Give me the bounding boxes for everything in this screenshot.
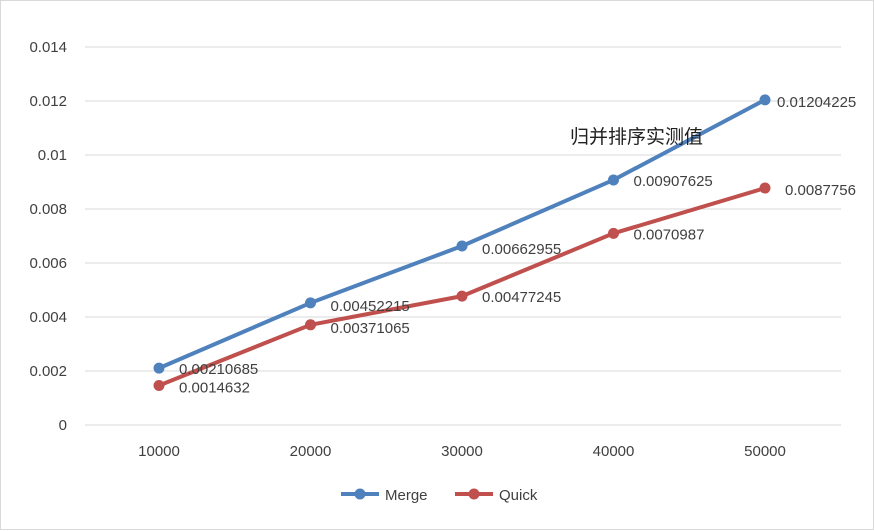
series-lines: [153, 94, 771, 391]
data-label-quick: 0.00371065: [331, 320, 410, 337]
y-tick-label: 0.006: [29, 255, 67, 272]
legend-item-merge[interactable]: Merge: [341, 487, 428, 504]
data-label-quick: 0.0014632: [179, 379, 250, 396]
y-tick-label: 0.004: [29, 309, 67, 326]
y-tick-label: 0.01: [38, 147, 67, 164]
x-tick-label: 20000: [290, 443, 332, 460]
y-tick-label: 0.014: [29, 39, 67, 56]
legend-label: Quick: [499, 487, 538, 504]
data-label-merge: 0.00662955: [482, 241, 561, 258]
y-tick-label: 0: [59, 417, 67, 434]
data-label-quick: 0.0070987: [634, 226, 705, 243]
data-label-merge: 0.00907625: [634, 173, 713, 190]
data-label-quick: 0.00477245: [482, 289, 561, 306]
data-point-quick: [608, 227, 619, 239]
data-label-merge: 0.00452215: [331, 298, 410, 315]
y-tick-label: 0.012: [29, 93, 67, 110]
series-line-quick: [157, 186, 767, 388]
data-point-quick: [759, 182, 771, 194]
y-tick-label: 0.002: [29, 363, 67, 380]
x-tick-label: 10000: [138, 443, 180, 460]
data-label-merge: 0.00210685: [179, 361, 258, 378]
y-tick-label: 0.008: [29, 201, 67, 218]
data-point-merge: [153, 362, 165, 374]
x-tick-label: 30000: [441, 443, 483, 460]
gridlines: [85, 46, 841, 426]
data-point-quick: [456, 290, 468, 302]
data-point-merge: [759, 94, 771, 106]
data-point-quick: [153, 379, 165, 391]
legend: Merge Quick: [341, 487, 538, 504]
y-axis-tick-labels: 0 0.002 0.004 0.006 0.008 0.01 0.012 0.014: [29, 39, 67, 434]
x-tick-label: 50000: [744, 443, 786, 460]
x-tick-label: 40000: [593, 443, 635, 460]
legend-label: Merge: [385, 487, 428, 504]
data-label-quick: 0.0087756: [785, 182, 856, 199]
x-axis-tick-labels: 10000 20000 30000 40000 50000: [138, 443, 786, 460]
legend-marker: [354, 488, 366, 500]
data-labels: 0.00210685 0.00452215 0.00662955 0.00907625…: [179, 94, 856, 397]
data-label-merge: 0.01204225: [777, 94, 856, 111]
data-point-merge: [456, 240, 468, 252]
data-point-merge: [305, 297, 316, 309]
data-point-merge: [608, 174, 619, 186]
chart-annotation: 归并排序实测值: [570, 126, 703, 148]
legend-item-quick[interactable]: Quick: [455, 487, 538, 504]
data-point-quick: [305, 319, 316, 331]
legend-marker: [468, 488, 480, 500]
